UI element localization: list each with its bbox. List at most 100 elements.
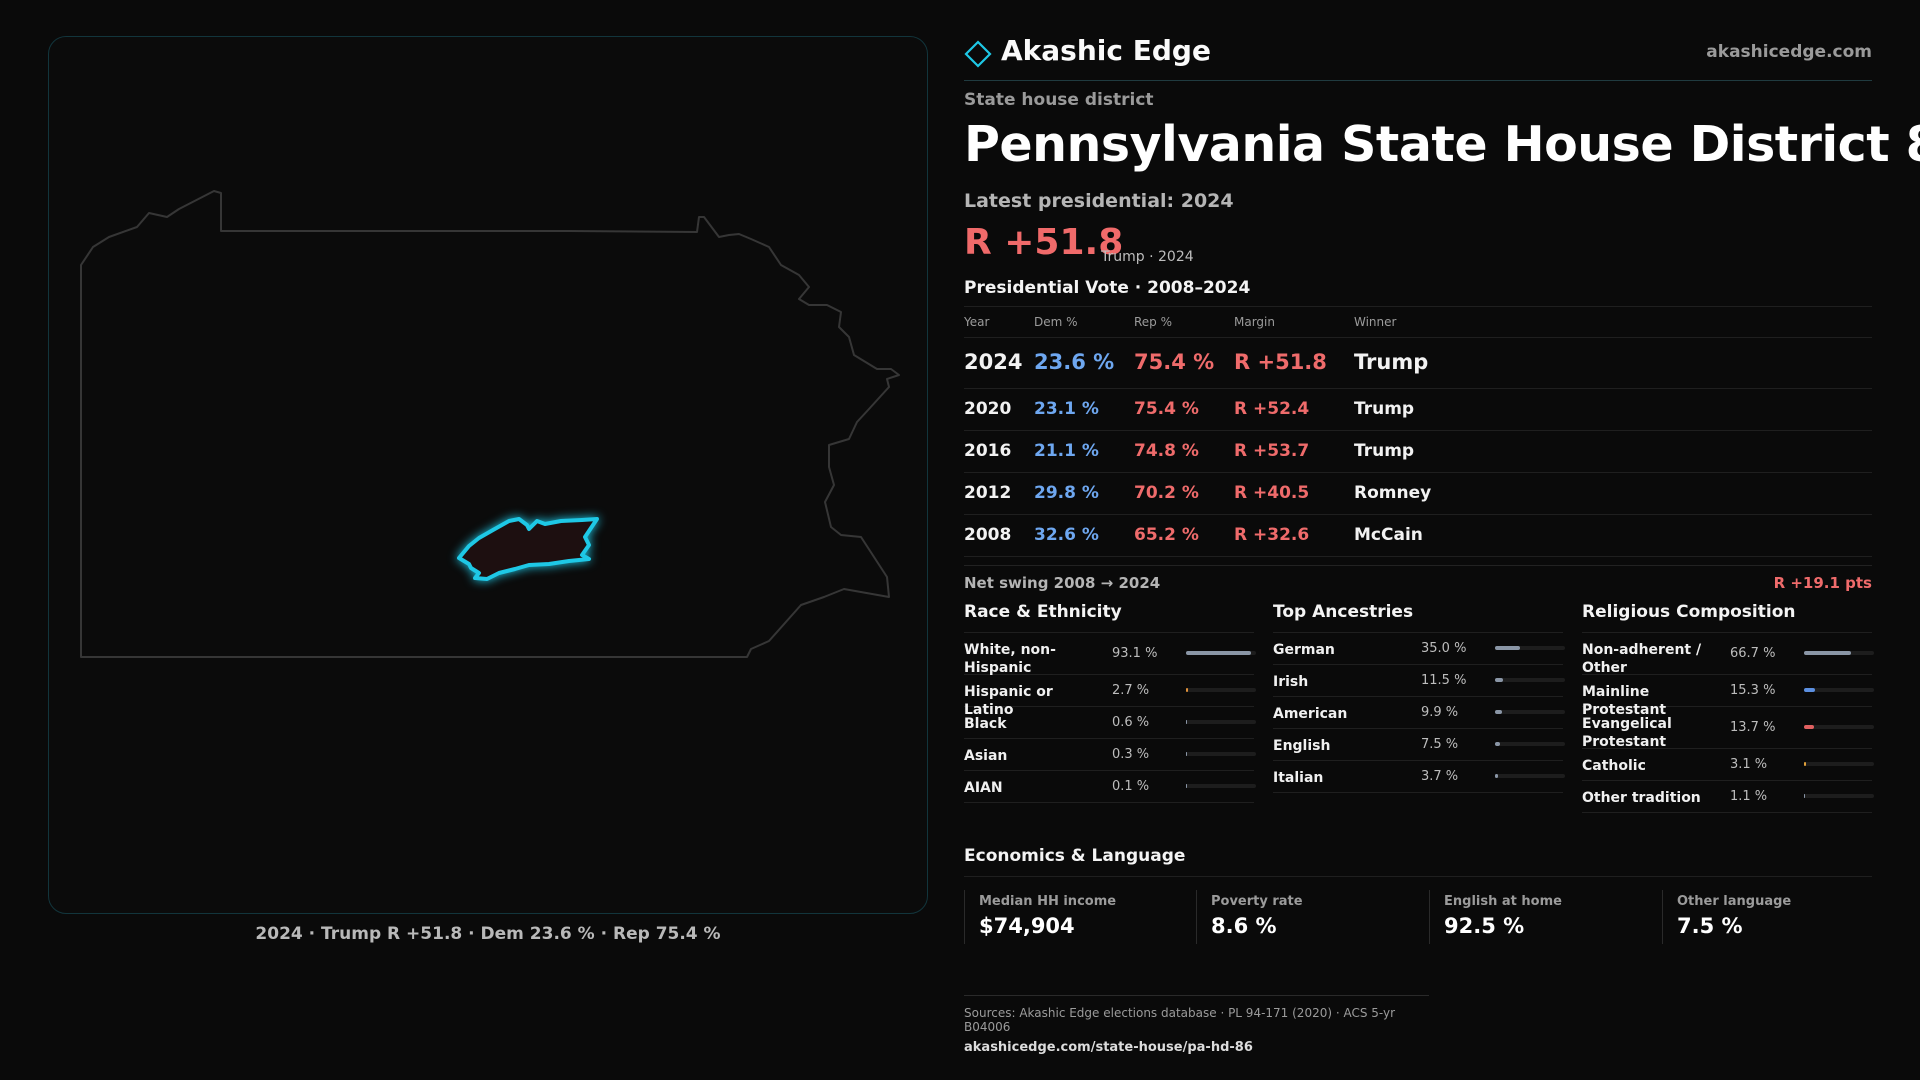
bar-fill xyxy=(1804,651,1851,655)
bar-track xyxy=(1495,710,1565,714)
economics-stats: Median HH income $74,904 Poverty rate 8.… xyxy=(964,890,1872,950)
item-label: Irish xyxy=(1273,674,1309,690)
bar-fill xyxy=(1186,651,1252,655)
item-label: Evangelical Protestant xyxy=(1582,716,1672,750)
net-swing-row: Net swing 2008 → 2024 R +19.1 pts xyxy=(964,565,1872,592)
column-header-year: Year xyxy=(964,315,990,329)
item-value: 9.9 % xyxy=(1421,705,1459,720)
item-value: 1.1 % xyxy=(1730,789,1768,804)
row-year: 2008 xyxy=(964,525,1012,545)
stat-value: 7.5 % xyxy=(1677,914,1743,938)
district-type-label: State house district xyxy=(964,90,1154,110)
list-item: Hispanic or Latino 2.7 % xyxy=(964,675,1256,718)
table-row: 2020 23.1 % 75.4 % R +52.4 Trump xyxy=(964,389,1872,431)
item-label: AIAN xyxy=(964,780,1003,796)
item-value: 3.7 % xyxy=(1421,769,1459,784)
latest-margin: R +51.8 xyxy=(964,222,1124,263)
item-label: German xyxy=(1273,642,1335,658)
item-label: American xyxy=(1273,706,1348,722)
diamond-outline-icon xyxy=(964,40,992,72)
stat-value: 8.6 % xyxy=(1211,914,1277,938)
item-value: 93.1 % xyxy=(1112,646,1158,661)
list-item: Other tradition 1.1 % xyxy=(1582,781,1874,813)
row-rep-pct: 74.8 % xyxy=(1134,441,1199,461)
stat-value: 92.5 % xyxy=(1444,914,1525,938)
row-winner: McCain xyxy=(1354,525,1423,545)
stat-label: Median HH income xyxy=(979,894,1117,909)
presidential-vote-title: Presidential Vote · 2008–2024 xyxy=(964,278,1251,298)
column-header-dem: Dem % xyxy=(1034,315,1078,329)
stat-english-at-home: English at home 92.5 % xyxy=(1429,890,1646,944)
table-row: 2012 29.8 % 70.2 % R +40.5 Romney xyxy=(964,473,1872,515)
religion-title: Religious Composition xyxy=(1582,602,1872,633)
brand-name: Akashic Edge xyxy=(1001,34,1211,67)
column-header-margin: Margin xyxy=(1234,315,1275,329)
religion-section: Religious Composition Non-adherent / Oth… xyxy=(1582,602,1874,813)
item-label: White, non-Hispanic xyxy=(964,642,1056,676)
brand-url-link[interactable]: akashicedge.com xyxy=(1706,42,1872,62)
item-value: 2.7 % xyxy=(1112,683,1150,698)
stat-label: English at home xyxy=(1444,894,1562,909)
stat-poverty-rate: Poverty rate 8.6 % xyxy=(1196,890,1413,944)
item-label: English xyxy=(1273,738,1331,754)
item-value: 13.7 % xyxy=(1730,720,1776,735)
list-item: White, non-Hispanic 93.1 % xyxy=(964,633,1256,676)
ancestry-section: Top Ancestries German 35.0 % Irish 11.5 % Am… xyxy=(1273,602,1565,793)
stat-label: Poverty rate xyxy=(1211,894,1303,909)
bar-track xyxy=(1804,794,1874,798)
permalink[interactable]: akashicedge.com/state-house/pa-hd-86 xyxy=(964,1040,1253,1055)
column-header-rep: Rep % xyxy=(1134,315,1173,329)
latest-presidential-label: Latest presidential: 2024 xyxy=(964,190,1234,212)
row-margin: R +52.4 xyxy=(1234,399,1310,419)
item-value: 0.6 % xyxy=(1112,715,1150,730)
row-winner: Romney xyxy=(1354,483,1432,503)
bar-fill xyxy=(1495,678,1504,682)
list-item: Italian 3.7 % xyxy=(1273,761,1565,793)
item-label: Catholic xyxy=(1582,758,1646,774)
row-dem-pct: 29.8 % xyxy=(1034,483,1099,503)
bar-fill xyxy=(1186,688,1188,692)
item-value: 0.1 % xyxy=(1112,779,1150,794)
table-row: 2024 23.6 % 75.4 % R +51.8 Trump xyxy=(964,338,1872,389)
item-value: 66.7 % xyxy=(1730,646,1776,661)
bar-track xyxy=(1495,774,1565,778)
sources-text: Sources: Akashic Edge elections database… xyxy=(964,1006,1396,1034)
bar-fill xyxy=(1186,784,1188,788)
district-map-panel xyxy=(48,36,928,914)
list-item: Irish 11.5 % xyxy=(1273,665,1565,697)
row-rep-pct: 65.2 % xyxy=(1134,525,1199,545)
bar-track xyxy=(1804,688,1874,692)
row-year: 2020 xyxy=(964,399,1012,419)
bar-fill xyxy=(1186,720,1188,724)
row-winner: Trump xyxy=(1354,350,1429,374)
ancestry-title: Top Ancestries xyxy=(1273,602,1563,633)
bar-fill xyxy=(1804,762,1807,766)
row-year: 2012 xyxy=(964,483,1012,503)
list-item: Mainline Protestant 15.3 % xyxy=(1582,675,1874,718)
list-item: Non-adherent / Other 66.7 % xyxy=(1582,633,1874,676)
map-caption: 2024 · Trump R +51.8 · Dem 23.6 % · Rep … xyxy=(255,924,721,944)
list-item: Black 0.6 % xyxy=(964,707,1256,739)
list-item: Evangelical Protestant 13.7 % xyxy=(1582,707,1874,750)
presidential-results-table: Year Dem % Rep % Margin Winner 2024 23.6… xyxy=(964,306,1872,557)
item-value: 7.5 % xyxy=(1421,737,1459,752)
item-label: Non-adherent / Other xyxy=(1582,642,1702,676)
bar-track xyxy=(1186,752,1256,756)
district-map xyxy=(80,190,900,658)
bar-track xyxy=(1495,646,1565,650)
sources-footer: Sources: Akashic Edge elections database… xyxy=(964,995,1429,1055)
row-dem-pct: 21.1 % xyxy=(1034,441,1099,461)
table-header-row: Year Dem % Rep % Margin Winner xyxy=(964,307,1872,338)
item-label: Black xyxy=(964,716,1007,732)
item-value: 3.1 % xyxy=(1730,757,1768,772)
state-outline xyxy=(80,190,900,658)
list-item: American 9.9 % xyxy=(1273,697,1565,729)
row-margin: R +53.7 xyxy=(1234,441,1310,461)
race-ethnicity-section: Race & Ethnicity White, non-Hispanic 93.1… xyxy=(964,602,1256,803)
brand-header: Akashic Edge akashicedge.com xyxy=(964,30,1872,81)
row-dem-pct: 23.6 % xyxy=(1034,350,1115,374)
list-item: Asian 0.3 % xyxy=(964,739,1256,771)
bar-fill xyxy=(1804,688,1815,692)
row-winner: Trump xyxy=(1354,399,1415,419)
bar-fill xyxy=(1495,646,1520,650)
